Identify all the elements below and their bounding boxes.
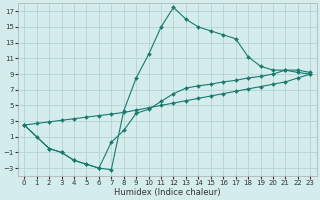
X-axis label: Humidex (Indice chaleur): Humidex (Indice chaleur) <box>114 188 220 197</box>
